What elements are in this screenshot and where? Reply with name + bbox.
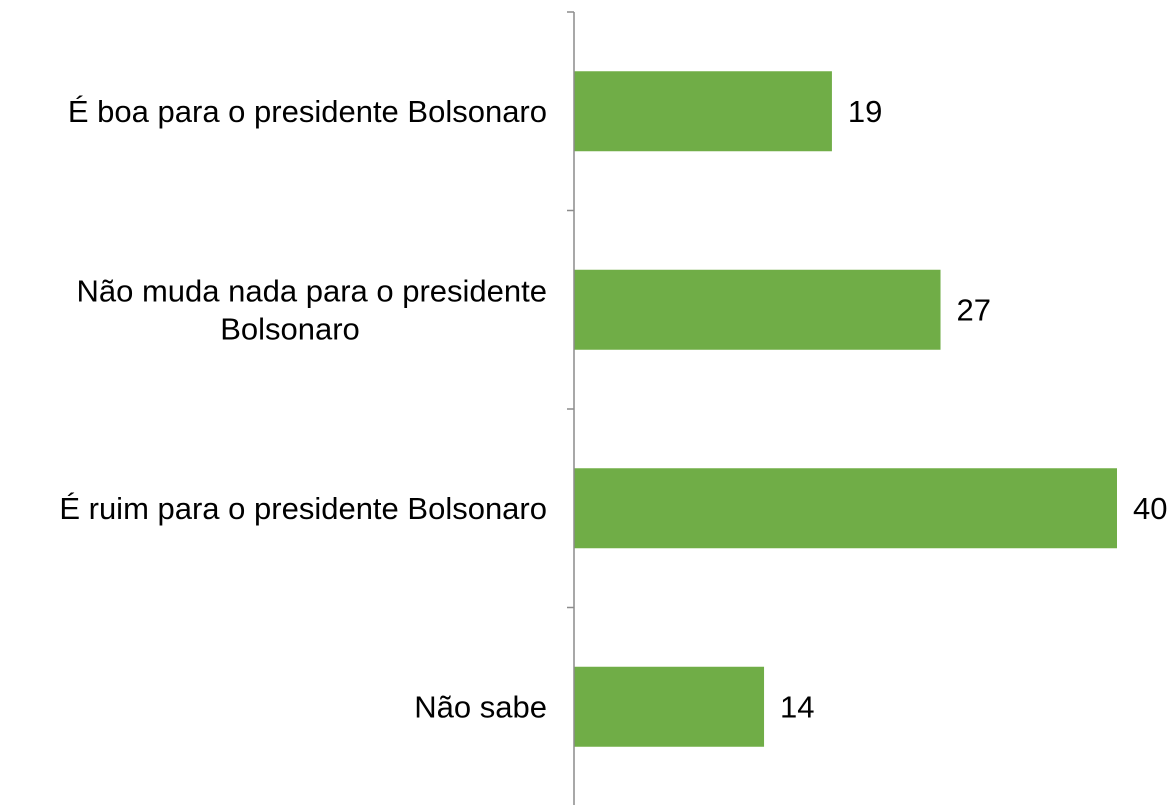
data-labels: 19 27 40 14 [780,94,1167,725]
bar [574,468,1117,549]
data-label: 27 [957,292,991,327]
category-label: Não muda nada para o presidente [77,273,548,308]
category-label: É boa para o presidente Bolsonaro [68,94,547,129]
bar [574,666,765,747]
axis-ticks [567,11,574,609]
category-label: Não sabe [414,689,547,724]
bars [574,71,1117,747]
data-label: 19 [848,94,882,129]
data-label: 40 [1133,491,1167,526]
category-label: Bolsonaro [220,311,360,346]
bar [574,71,832,152]
category-label: É ruim para o presidente Bolsonaro [59,491,547,526]
data-label: 14 [780,689,814,724]
category-labels: É boa para o presidente Bolsonaro Não mud… [59,94,547,725]
bar [574,269,941,350]
